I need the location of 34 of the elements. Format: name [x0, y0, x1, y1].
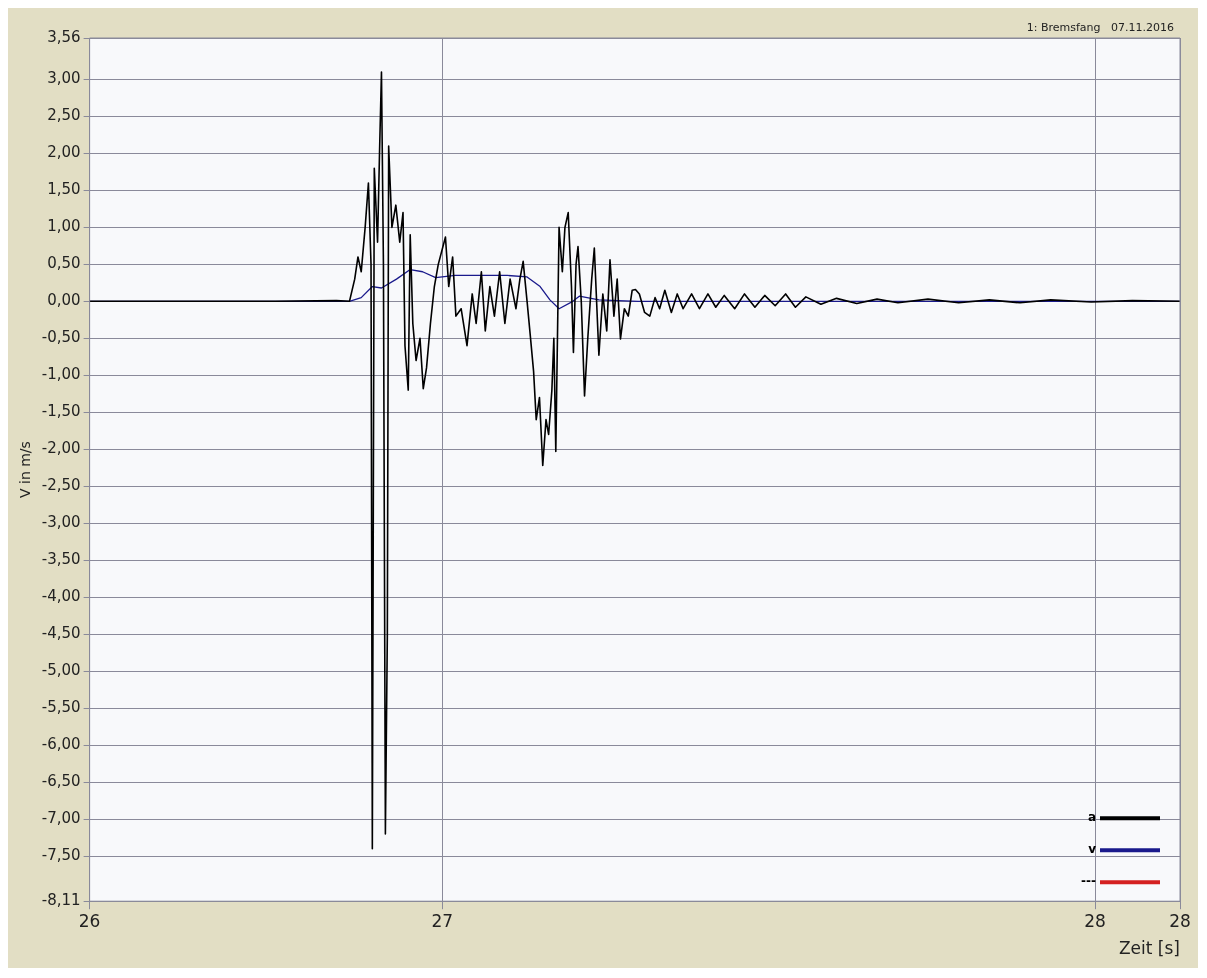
y-tick-label: 0,50: [47, 254, 81, 273]
x-tick-label: 26: [78, 910, 101, 931]
y-tick-label: -3,50: [41, 550, 81, 569]
legend-label: ---: [1081, 874, 1097, 889]
y-tick-label: 1,00: [47, 217, 81, 236]
x-tick-label: 27: [431, 910, 454, 931]
x-axis-title: Zeit [s]: [1118, 938, 1180, 959]
y-tick-label: -8,11: [41, 891, 81, 910]
y-tick-label: -7,00: [41, 808, 81, 827]
y-tick-label: 0,00: [47, 291, 81, 310]
y-tick-label: -1,50: [41, 402, 81, 421]
y-tick-label: -0,50: [41, 328, 81, 347]
legend-label: a: [1087, 810, 1096, 825]
y-tick-label: -2,50: [41, 476, 81, 495]
y-tick-label: -4,00: [41, 587, 81, 606]
y-tick-label: -6,50: [41, 772, 81, 790]
y-tick-label: -3,00: [41, 513, 81, 532]
y-tick-label: 2,50: [47, 106, 81, 125]
y-tick-label: 2,00: [47, 143, 81, 162]
x-tick-label: 28: [1084, 910, 1106, 931]
y-tick-label: 3,56: [47, 27, 81, 46]
y-tick-label: -1,00: [41, 365, 81, 384]
y-tick-label: -4,50: [41, 624, 81, 643]
legend-label: v: [1088, 842, 1097, 857]
y-tick-label: -6,00: [41, 735, 81, 754]
x-tick-label: 28: [1169, 910, 1191, 931]
y-tick-label: 1,50: [47, 180, 81, 199]
y-tick-label: -2,00: [41, 439, 81, 458]
y-tick-label: -7,50: [41, 845, 81, 864]
y-tick-label: -5,50: [41, 698, 81, 717]
y-tick-label: 3,00: [47, 69, 81, 88]
chart-title: 1: Bremsfang 07.11.2016: [1026, 21, 1174, 35]
y-tick-label: -5,00: [41, 661, 81, 680]
y-axis-title: V in m/s: [17, 441, 34, 499]
